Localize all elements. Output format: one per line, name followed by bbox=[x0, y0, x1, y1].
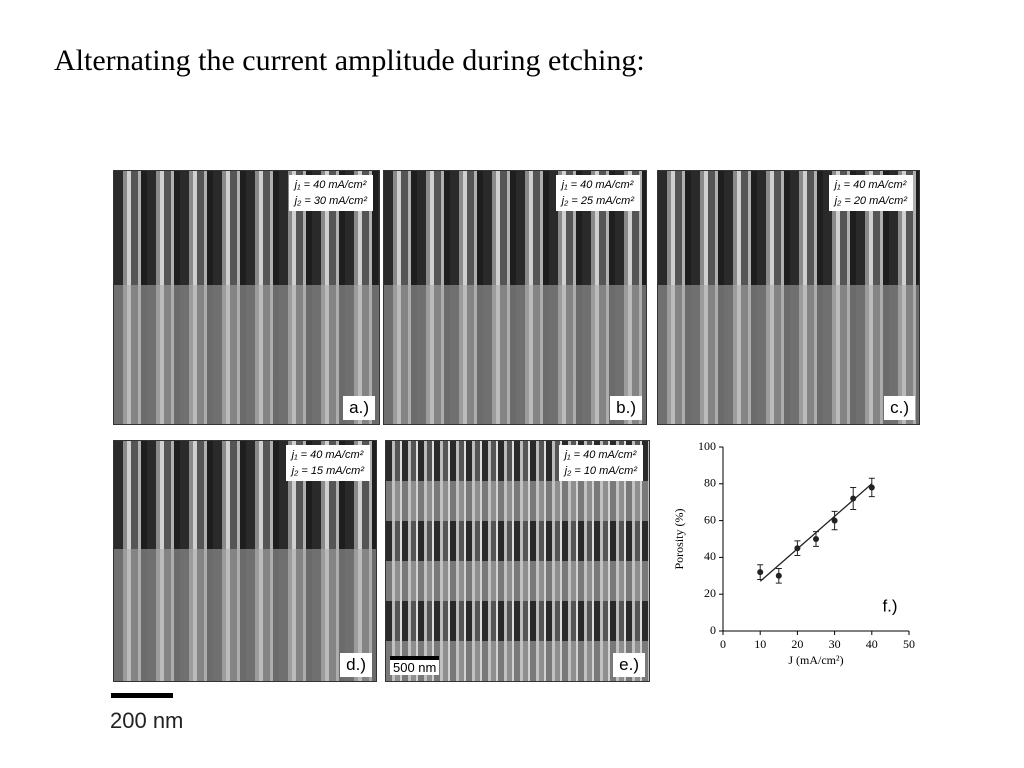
panel-letter: a.) bbox=[343, 396, 375, 420]
data-point bbox=[757, 569, 764, 576]
current-label: j₁ = 40 mA/cm² j₂ = 20 mA/cm² bbox=[828, 175, 913, 211]
sem-image: j₁ = 40 mA/cm² j₂ = 25 mA/cm² b.) bbox=[383, 170, 647, 425]
texture bbox=[386, 441, 649, 681]
sem-image: j₁ = 40 mA/cm² j₂ = 10 mA/cm² e.) 500 nm bbox=[385, 440, 650, 682]
x-tick-label: 30 bbox=[829, 637, 841, 651]
j2: j₂ = 30 mA/cm² bbox=[294, 195, 367, 207]
y-tick-label: 60 bbox=[704, 512, 716, 526]
panel-letter: d.) bbox=[340, 653, 372, 677]
chart: 0 20 40 60 80 100 0 10 20 30 40 50 J (mA/cm²) Porosit… bbox=[672, 439, 915, 667]
current-label: j₁ = 40 mA/cm² j₂ = 10 mA/cm² bbox=[558, 445, 643, 481]
panel-letter: f.) bbox=[882, 596, 897, 615]
y-tick-label: 80 bbox=[704, 476, 716, 490]
data-point bbox=[850, 495, 857, 502]
slide-title: Alternating the current amplitude during… bbox=[54, 44, 645, 77]
texture bbox=[658, 171, 919, 424]
texture bbox=[384, 171, 646, 424]
y-tick-label: 20 bbox=[704, 586, 716, 600]
panel-letter: b.) bbox=[610, 396, 642, 420]
j1: j₁ = 40 mA/cm² bbox=[834, 179, 907, 191]
scale-bar bbox=[111, 693, 173, 698]
data-point bbox=[831, 517, 838, 524]
panel-letter: e.) bbox=[613, 653, 645, 677]
data-point bbox=[868, 484, 875, 491]
panel-letter: c.) bbox=[884, 396, 915, 420]
sem-image: j₁ = 40 mA/cm² j₂ = 15 mA/cm² d.) bbox=[113, 440, 377, 682]
data-point bbox=[794, 545, 801, 552]
j2: j₂ = 15 mA/cm² bbox=[291, 465, 364, 477]
sem-image: j₁ = 40 mA/cm² j₂ = 20 mA/cm² c.) bbox=[657, 170, 920, 425]
j1: j₁ = 40 mA/cm² bbox=[561, 179, 634, 191]
current-label: j₁ = 40 mA/cm² j₂ = 30 mA/cm² bbox=[288, 175, 373, 211]
scale-label: 200 nm bbox=[110, 708, 184, 733]
j1: j₁ = 40 mA/cm² bbox=[564, 449, 637, 461]
x-tick-label: 40 bbox=[866, 637, 878, 651]
y-axis-label: Porosity (%) bbox=[672, 509, 686, 570]
texture bbox=[114, 171, 379, 424]
data-point bbox=[813, 536, 819, 542]
j2: j₂ = 25 mA/cm² bbox=[561, 195, 634, 207]
data-point bbox=[775, 572, 782, 579]
j1: j₁ = 40 mA/cm² bbox=[291, 449, 364, 461]
texture bbox=[114, 441, 376, 681]
current-label: j₁ = 40 mA/cm² j₂ = 15 mA/cm² bbox=[285, 445, 370, 481]
y-tick-label: 100 bbox=[698, 439, 716, 453]
y-tick-label: 40 bbox=[704, 549, 716, 563]
x-tick-label: 50 bbox=[903, 637, 915, 651]
current-label: j₁ = 40 mA/cm² j₂ = 25 mA/cm² bbox=[555, 175, 640, 211]
x-tick-label: 0 bbox=[720, 637, 726, 651]
x-tick-label: 20 bbox=[791, 637, 803, 651]
x-axis-label: J (mA/cm²) bbox=[788, 653, 843, 667]
sem-image: j₁ = 40 mA/cm² j₂ = 30 mA/cm² a.) bbox=[113, 170, 380, 425]
x-tick-label: 10 bbox=[754, 637, 766, 651]
j2: j₂ = 10 mA/cm² bbox=[564, 465, 637, 477]
scale-bar: 500 nm bbox=[390, 656, 440, 675]
j1: j₁ = 40 mA/cm² bbox=[294, 179, 367, 191]
j2: j₂ = 20 mA/cm² bbox=[834, 195, 907, 207]
y-tick-label: 0 bbox=[710, 623, 716, 637]
